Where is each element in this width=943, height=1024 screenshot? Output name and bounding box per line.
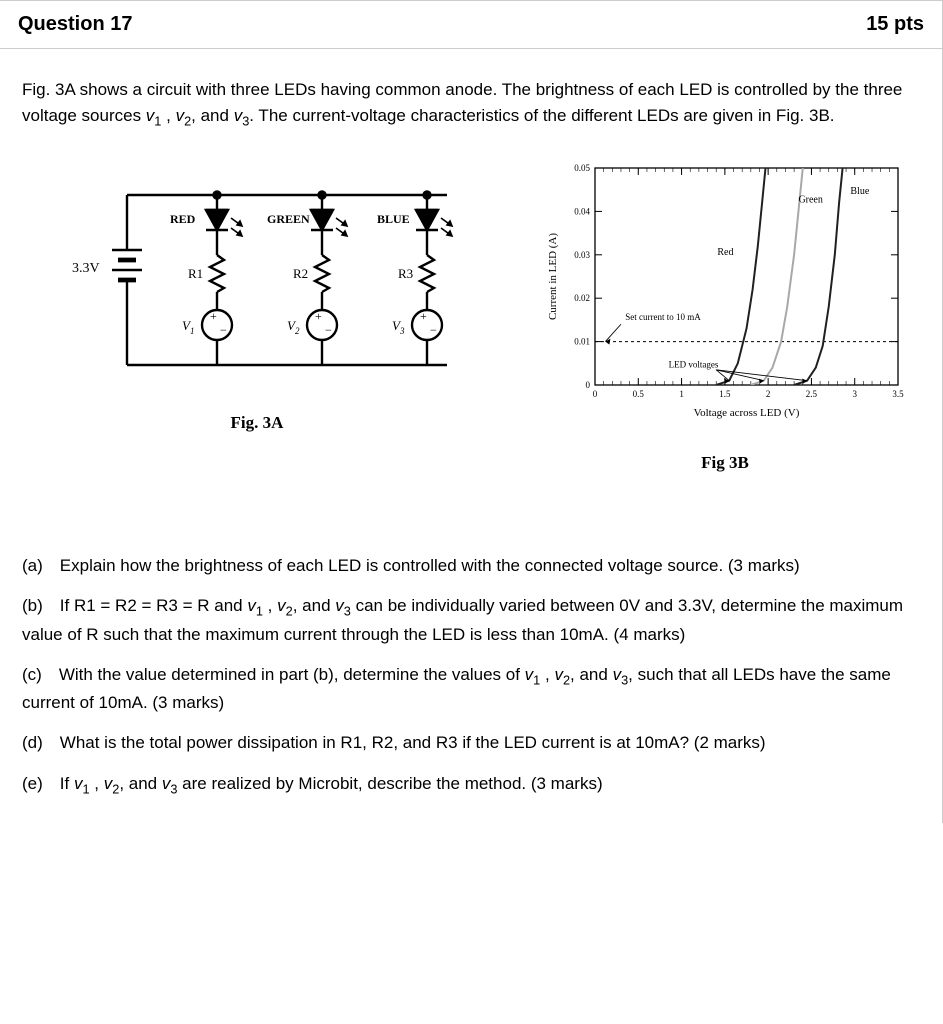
v2-label: V2 [287,318,300,336]
fig-3b-caption: Fig 3B [540,453,910,473]
led-green-label: GREEN [267,212,310,226]
figures-row: +− +− +− 3.3V RED GREEN BLUE R1 R2 R3 V1… [22,160,920,473]
seg: (e) If [22,774,74,793]
svg-text:LED voltages: LED voltages [669,360,719,370]
fig-3a-caption: Fig. 3A [42,413,472,433]
intro-text: Fig. 3A shows a circuit with three LEDs … [22,77,920,130]
svg-text:Current in LED (A): Current in LED (A) [547,233,559,320]
svg-text:−: − [220,323,227,337]
question-body: Fig. 3A shows a circuit with three LEDs … [0,49,943,823]
svg-text:0: 0 [586,380,591,390]
sep: , and [191,106,234,125]
part-e: (e) If v1 , v2, and v3 are realized by M… [22,771,920,799]
r3-label: R3 [398,266,413,281]
svg-text:1.5: 1.5 [719,389,731,399]
svg-text:2: 2 [766,389,771,399]
svg-text:+: + [315,309,322,323]
figure-3b: 0 0.5 1 1.5 2 2.5 3 3.5 0 0.01 0.02 0.03 0.04 0.05 Vol… [540,160,910,473]
sep: , [540,665,554,684]
sep: , and [570,665,613,684]
svg-text:0.01: 0.01 [574,337,590,347]
r2-label: R2 [293,266,308,281]
sep: , [90,774,104,793]
sep: , and [119,774,162,793]
svg-text:2.5: 2.5 [806,389,818,399]
r1-label: R1 [188,266,203,281]
subquestions: (a) Explain how the brightness of each L… [22,553,920,799]
svg-text:0.02: 0.02 [574,293,590,303]
sep: , and [293,596,336,615]
led-red-label: RED [170,212,196,226]
var: v [176,106,185,125]
svg-text:0.5: 0.5 [633,389,645,399]
svg-text:3.5: 3.5 [892,389,904,399]
svg-text:0.03: 0.03 [574,250,590,260]
svg-text:Green: Green [798,195,822,206]
led-blue-label: BLUE [377,212,410,226]
part-c: (c) With the value determined in part (b… [22,662,920,716]
seg: are realized by Microbit, describe the m… [177,774,602,793]
sep: , [263,596,277,615]
question-title: Question 17 [18,13,132,36]
v1-label: V1 [182,318,194,336]
svg-text:0: 0 [593,389,598,399]
svg-text:+: + [210,309,217,323]
seg: (c) With the value determined in part (b… [22,665,525,684]
sep: , [161,106,175,125]
svg-text:+: + [420,309,427,323]
circuit-svg: +− +− +− 3.3V RED GREEN BLUE R1 R2 R3 V1… [42,160,472,390]
iv-chart-svg: 0 0.5 1 1.5 2 2.5 3 3.5 0 0.01 0.02 0.03 0.04 0.05 Vol… [540,160,910,430]
v3-label: V3 [392,318,405,336]
svg-text:1: 1 [679,389,684,399]
svg-text:0.05: 0.05 [574,163,590,173]
seg: (b) If R1 = R2 = R3 = R and [22,596,247,615]
svg-text:Set current to 10 mA: Set current to 10 mA [625,312,701,322]
svg-text:Red: Red [717,247,733,258]
part-a: (a) Explain how the brightness of each L… [22,553,920,579]
svg-text:3: 3 [852,389,857,399]
intro-seg: different LEDs are given in Fig. 3B. [571,106,834,125]
intro-seg: Fig. 3A shows a circuit with three LEDs … [22,80,734,99]
svg-text:−: − [325,323,332,337]
var: v [234,106,243,125]
part-b: (b) If R1 = R2 = R3 = R and v1 , v2, and… [22,593,920,647]
svg-text:−: − [430,323,437,337]
question-header: Question 17 15 pts [0,0,943,49]
svg-text:0.04: 0.04 [574,206,590,216]
intro-seg: . The current-voltage characteristics of… [249,106,571,125]
part-d: (d) What is the total power dissipation … [22,730,920,756]
supply-label: 3.3V [72,261,100,276]
figure-3a: +− +− +− 3.3V RED GREEN BLUE R1 R2 R3 V1… [42,160,472,433]
question-points: 15 pts [866,13,924,36]
svg-text:Blue: Blue [850,186,869,197]
svg-text:Voltage across LED (V): Voltage across LED (V) [694,407,800,419]
